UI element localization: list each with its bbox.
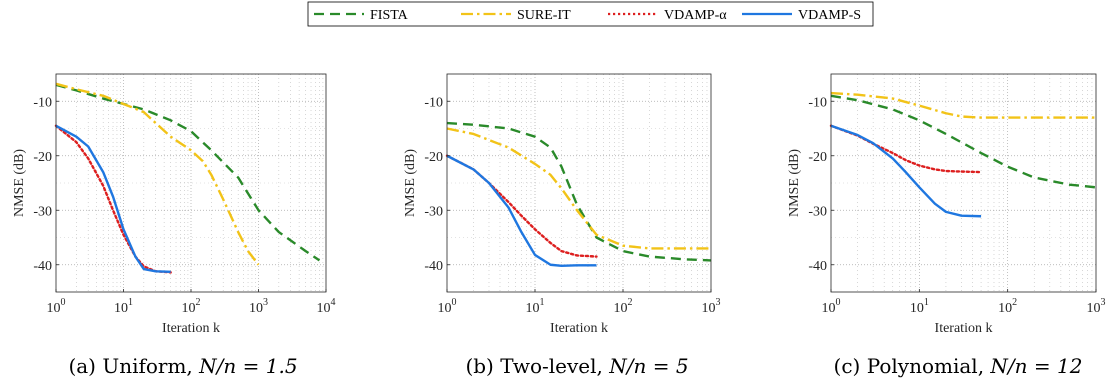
series-line-sure-it <box>830 91 1096 119</box>
x-tick-label: 100 <box>438 297 457 316</box>
x-tick-label: 101 <box>910 297 929 316</box>
legend: FISTA SURE-IT VDAMP-α VDAMP-S <box>307 1 874 27</box>
y-tick-label: -30 <box>33 204 52 219</box>
chart-panel-1: -10 -20 -30 -40 100 101 102 103 104 Iteration k NM… <box>12 73 336 336</box>
legend-label-4: VDAMP-S <box>798 8 861 23</box>
series-line-vdamp-s <box>446 154 597 268</box>
series-line-sure-it <box>446 127 711 250</box>
x-tick-label: 101 <box>114 297 133 316</box>
y-tick-label: -30 <box>424 204 443 219</box>
caption-a: (a) Uniform, N/n = 1.5 <box>68 354 297 378</box>
series-line-fista <box>446 121 712 262</box>
x-axis-label: Iteration k <box>550 321 608 336</box>
y-tick-label: -40 <box>808 259 827 274</box>
x-tick-label: 104 <box>317 297 336 316</box>
series-line-vdamp-s <box>55 124 171 274</box>
x-tick-label: 100 <box>47 297 66 316</box>
caption-a-math: N/n = 1.5 <box>199 354 298 378</box>
y-tick-label: -40 <box>424 259 443 274</box>
y-axis-label: NMSE (dB) <box>12 149 27 217</box>
series-line-sure-it <box>55 82 260 266</box>
series-line-vdamp- <box>54 124 172 274</box>
x-tick-label: 103 <box>1087 297 1106 316</box>
caption-b: (b) Two-level, N/n = 5 <box>465 354 688 378</box>
caption-b-prefix: (b) Two-level, <box>465 354 610 378</box>
x-axis-label: Iteration k <box>935 321 993 336</box>
y-tick-label: -20 <box>808 150 827 165</box>
y-tick-label: -10 <box>33 95 52 110</box>
chart-panel-3: -10 -20 -30 -40 100 101 102 103 Iteration k NMSE … <box>787 73 1106 336</box>
x-tick-label: 103 <box>249 297 268 316</box>
caption-c-prefix: (c) Polynomial, <box>833 354 991 378</box>
y-axis-label: NMSE (dB) <box>403 149 418 217</box>
caption-b-math: N/n = 5 <box>609 354 689 378</box>
caption-a-prefix: (a) Uniform, <box>68 354 200 378</box>
series-line-fista <box>55 83 321 262</box>
y-tick-label: -20 <box>33 150 52 165</box>
legend-label-3: VDAMP-α <box>664 8 727 23</box>
series-line-vdamp-s <box>830 124 982 218</box>
caption-c-math: N/n = 12 <box>990 354 1083 378</box>
x-tick-label: 100 <box>822 297 841 316</box>
y-axis-label: NMSE (dB) <box>787 149 802 217</box>
x-tick-label: 102 <box>998 297 1017 316</box>
y-tick-label: -20 <box>424 150 443 165</box>
y-tick-label: -30 <box>808 204 827 219</box>
x-tick-label: 101 <box>526 297 545 316</box>
axes-box <box>830 73 1097 293</box>
caption-c: (c) Polynomial, N/n = 12 <box>834 354 1083 378</box>
y-tick-label: -40 <box>33 259 52 274</box>
y-tick-label: -10 <box>808 95 827 110</box>
axes-box <box>446 73 712 293</box>
legend-label-1: FISTA <box>370 8 409 23</box>
x-tick-label: 103 <box>702 297 721 316</box>
x-tick-label: 102 <box>182 297 201 316</box>
chart-panel-2: -10 -20 -30 -40 100 101 102 103 Iteration k NMSE … <box>403 73 721 336</box>
x-axis-label: Iteration k <box>162 321 220 336</box>
legend-label-2: SURE-IT <box>517 8 571 23</box>
x-tick-label: 102 <box>614 297 633 316</box>
y-tick-label: -10 <box>424 95 443 110</box>
grid <box>831 74 1096 292</box>
